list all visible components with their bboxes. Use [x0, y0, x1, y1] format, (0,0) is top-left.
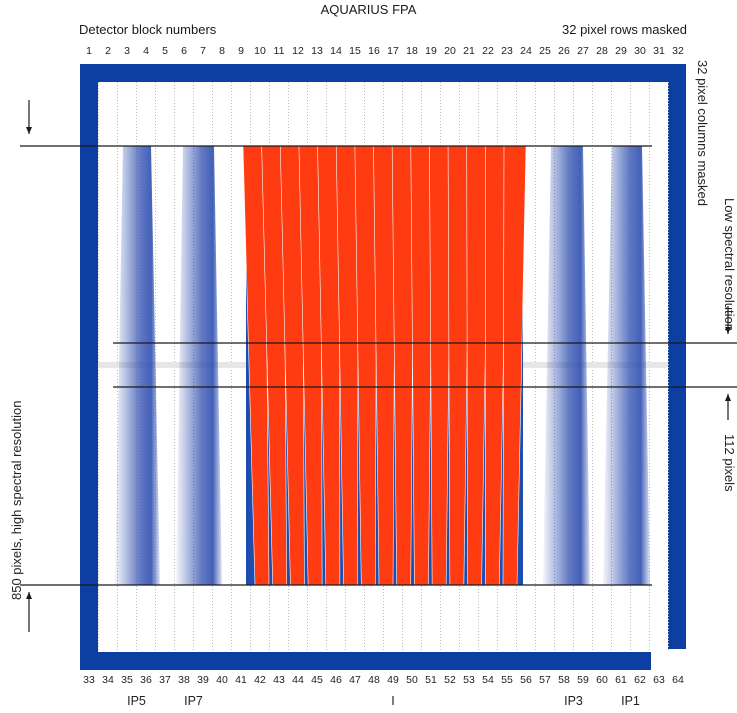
top-block-number: 22 — [482, 45, 494, 57]
top-block-number: 25 — [539, 45, 551, 57]
top-block-number: 13 — [311, 45, 323, 57]
bottom-block-number: 43 — [273, 674, 285, 686]
bottom-block-number: 61 — [615, 674, 627, 686]
bottom-block-number: 34 — [102, 674, 114, 686]
bottom-block-number: 33 — [83, 674, 95, 686]
top-block-number: 21 — [463, 45, 475, 57]
bottom-block-number: 40 — [216, 674, 228, 686]
top-block-number: 15 — [349, 45, 361, 57]
bottom-block-number: 47 — [349, 674, 361, 686]
bottom-block-number: 63 — [653, 674, 665, 686]
bottom-block-number: 48 — [368, 674, 380, 686]
ip-label: IP5 — [127, 694, 146, 708]
top-block-number: 11 — [274, 45, 285, 57]
top-block-number: 7 — [200, 45, 206, 57]
bottom-block-number: 56 — [520, 674, 532, 686]
top-block-number: 18 — [406, 45, 418, 57]
bottom-block-number: 51 — [425, 674, 437, 686]
ip3-region — [543, 146, 590, 585]
top-block-number: 14 — [330, 45, 342, 57]
bottom-block-number: 46 — [330, 674, 342, 686]
ip-label: I — [391, 694, 394, 708]
top-block-number: 24 — [520, 45, 532, 57]
bottom-block-number: 49 — [387, 674, 399, 686]
top-block-number: 2 — [105, 45, 111, 57]
top-block-number: 27 — [577, 45, 589, 57]
bottom-block-number: 36 — [140, 674, 152, 686]
bottom-block-number: 52 — [444, 674, 456, 686]
top-block-number: 9 — [238, 45, 244, 57]
top-block-number: 12 — [292, 45, 304, 57]
bottom-block-number: 42 — [254, 674, 266, 686]
top-block-number: 3 — [124, 45, 130, 57]
bottom-block-number: 58 — [558, 674, 570, 686]
bottom-block-number: 37 — [159, 674, 171, 686]
top-block-number: 29 — [615, 45, 627, 57]
bottom-block-number: 38 — [178, 674, 190, 686]
bottom-block-number: 64 — [672, 674, 684, 686]
top-block-number: 28 — [596, 45, 608, 57]
right-arrow-down-head — [725, 327, 731, 334]
frame-notch — [651, 649, 686, 670]
ip-label: IP3 — [564, 694, 583, 708]
top-block-number: 19 — [425, 45, 437, 57]
high-res-label: 850 pixels, high spectral resolution — [9, 400, 24, 600]
block-numbers-caption: Detector block numbers — [79, 22, 217, 37]
top-block-number: 6 — [181, 45, 187, 57]
low-res-label: Low spectral resolution — [722, 198, 737, 331]
bottom-block-number: 44 — [292, 674, 304, 686]
bottom-block-number: 35 — [121, 674, 133, 686]
bottom-block-number: 53 — [463, 674, 475, 686]
bottom-block-number: 62 — [634, 674, 646, 686]
masked-rows-caption: 32 pixel rows masked — [562, 22, 687, 37]
top-block-number: 1 — [86, 45, 92, 57]
ip5-region — [115, 146, 160, 585]
bottom-block-number: 50 — [406, 674, 418, 686]
bottom-block-number: 55 — [501, 674, 513, 686]
top-block-number: 8 — [219, 45, 225, 57]
top-block-number: 17 — [387, 45, 399, 57]
top-block-number: 5 — [162, 45, 168, 57]
right-arrow-up-head — [725, 394, 731, 401]
left-arrow-up-head — [26, 592, 32, 599]
bottom-block-number: 54 — [482, 674, 494, 686]
masked-columns-label: 32 pixel columns masked — [695, 60, 710, 206]
bottom-block-number: 39 — [197, 674, 209, 686]
top-block-number: 30 — [634, 45, 646, 57]
ip1-region — [603, 146, 650, 585]
ip7-region — [176, 146, 222, 585]
ip-label: IP1 — [621, 694, 640, 708]
pixels-112-label: 112 pixels — [722, 434, 737, 492]
top-block-number: 23 — [501, 45, 513, 57]
left-arrow-down-head — [26, 127, 32, 134]
bottom-block-number: 45 — [311, 674, 323, 686]
top-block-number: 20 — [444, 45, 456, 57]
diagram-title: AQUARIUS FPA — [320, 2, 417, 17]
top-block-number: 4 — [143, 45, 149, 57]
bottom-block-number: 41 — [235, 674, 247, 686]
top-block-number: 31 — [653, 45, 665, 57]
top-block-number: 32 — [672, 45, 684, 57]
top-block-number: 26 — [558, 45, 570, 57]
ip-label: IP7 — [184, 694, 203, 708]
top-block-number: 16 — [368, 45, 380, 57]
bottom-block-number: 59 — [577, 674, 589, 686]
bottom-block-number: 57 — [539, 674, 551, 686]
top-block-number: 10 — [254, 45, 266, 57]
bottom-block-number: 60 — [596, 674, 608, 686]
